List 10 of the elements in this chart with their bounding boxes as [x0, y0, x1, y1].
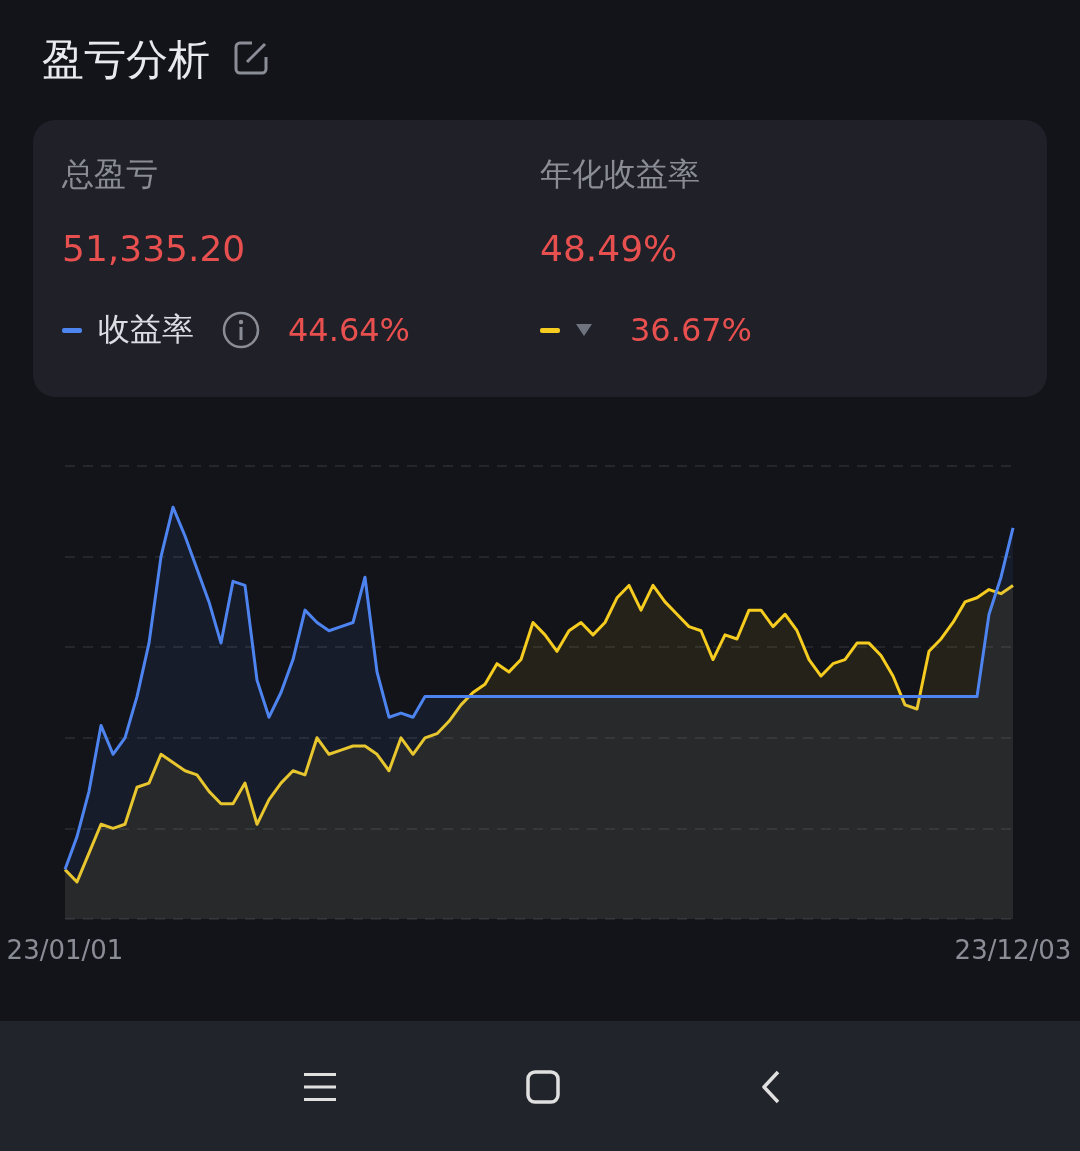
text: 总盈亏: [62, 155, 158, 193]
text: 48.49%: [540, 228, 678, 269]
chart-title: 盈亏分析: [42, 35, 210, 84]
text: 51,335.20: [62, 228, 246, 269]
x-tick-label: 23/12/03: [954, 935, 1072, 965]
x-tick-label: 23/01/01: [6, 935, 124, 965]
text: 年化收益率: [540, 155, 700, 193]
legend-label: 收益率: [98, 310, 194, 348]
text: 36.67%: [630, 311, 753, 349]
text: 44.64%: [288, 311, 411, 349]
